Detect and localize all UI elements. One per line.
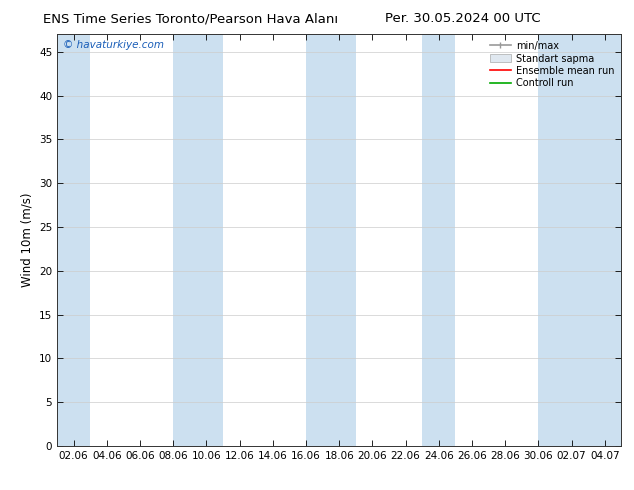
Bar — [538, 34, 621, 446]
Bar — [306, 34, 356, 446]
Bar — [173, 34, 223, 446]
Bar — [422, 34, 455, 446]
Y-axis label: Wind 10m (m/s): Wind 10m (m/s) — [20, 193, 34, 287]
Bar — [57, 34, 90, 446]
Legend: min/max, Standart sapma, Ensemble mean run, Controll run: min/max, Standart sapma, Ensemble mean r… — [488, 39, 616, 90]
Text: Per. 30.05.2024 00 UTC: Per. 30.05.2024 00 UTC — [385, 12, 541, 25]
Text: ENS Time Series Toronto/Pearson Hava Alanı: ENS Time Series Toronto/Pearson Hava Ala… — [42, 12, 338, 25]
Text: © havaturkiye.com: © havaturkiye.com — [63, 41, 164, 50]
